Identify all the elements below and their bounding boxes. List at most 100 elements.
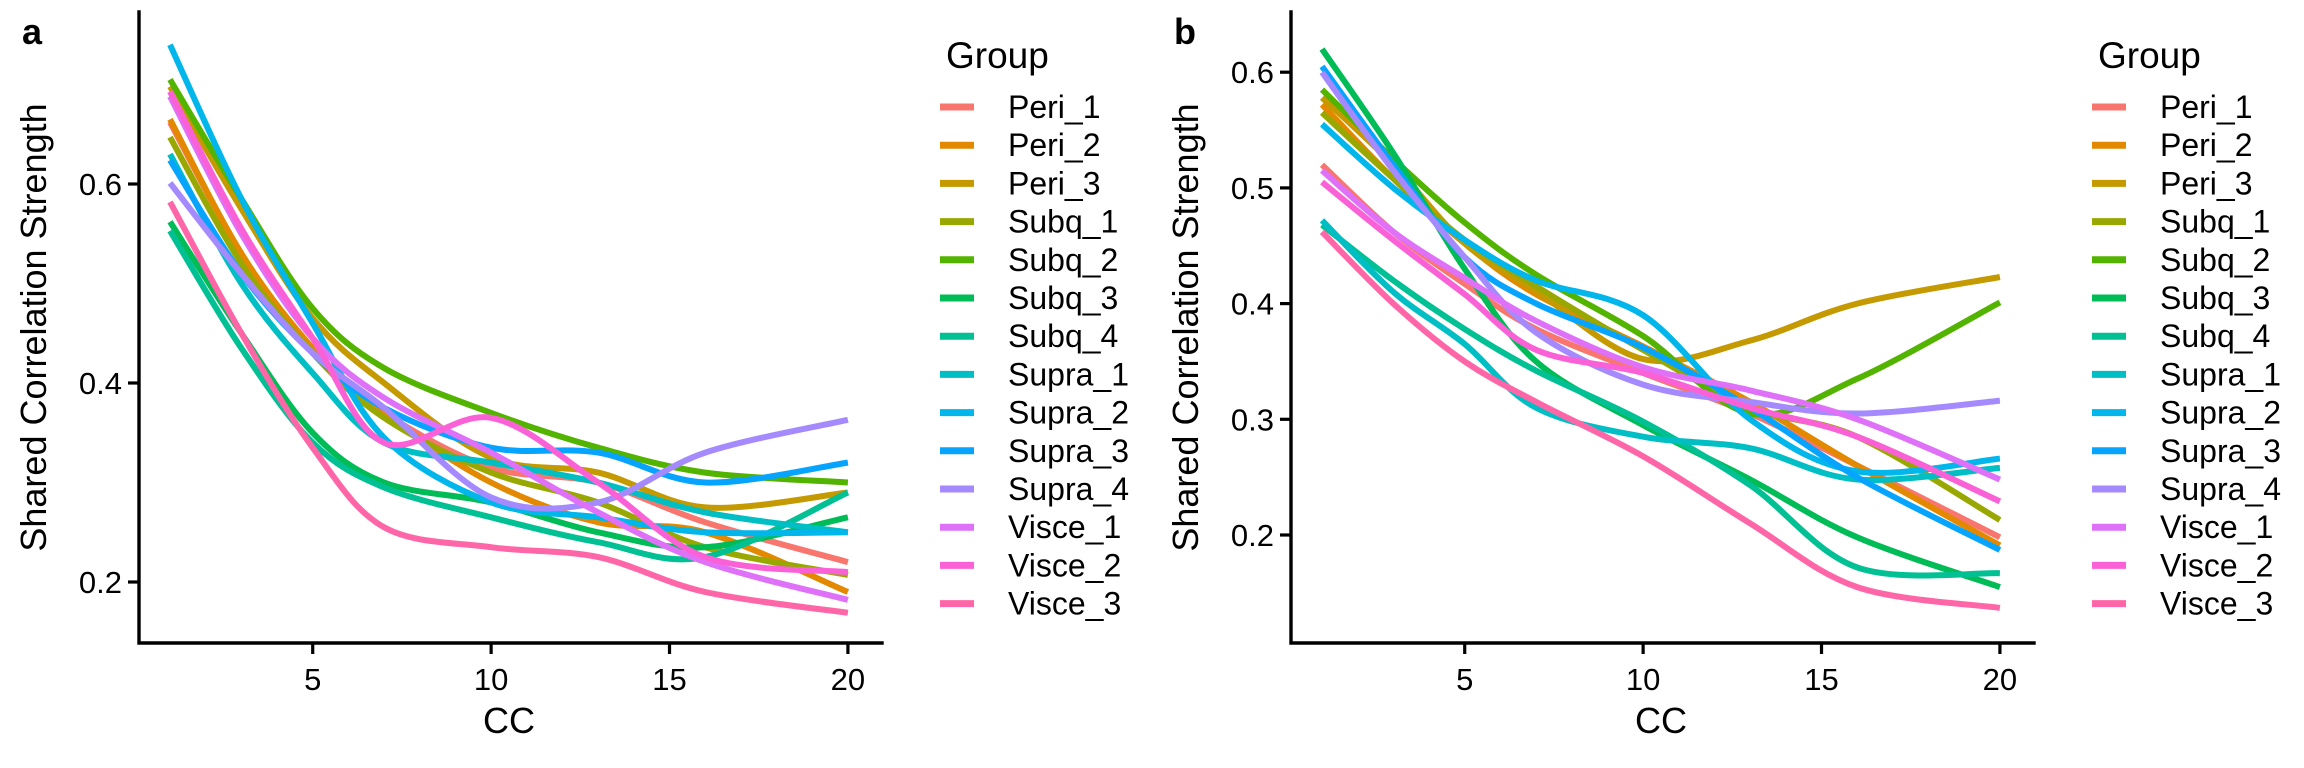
legend-item-Subq_4: Subq_4 (940, 318, 1118, 354)
legend-label-Visce_1: Visce_1 (2160, 509, 2273, 545)
x-tick-label: 5 (1456, 662, 1473, 697)
x-tick-label: 10 (1626, 662, 1660, 697)
legend-label-Peri_1: Peri_1 (1008, 89, 1101, 125)
y-tick-label: 0.4 (79, 366, 122, 401)
legend-label-Peri_1: Peri_1 (2160, 89, 2253, 125)
legend-label-Peri_3: Peri_3 (1008, 165, 1101, 201)
x-axis-title: CC (483, 700, 535, 741)
legend-item-Peri_1: Peri_1 (2092, 89, 2253, 125)
x-axis-title: CC (1635, 700, 1687, 741)
series-line-Peri_1 (167, 120, 849, 565)
series-line-Subq_4 (1320, 222, 2001, 579)
y-tick-label: 0.6 (79, 167, 122, 202)
x-tick-label: 10 (474, 662, 508, 697)
legend-label-Visce_2: Visce_2 (2160, 547, 2273, 583)
x-tick-label: 15 (1804, 662, 1838, 697)
legend-label-Peri_2: Peri_2 (1008, 127, 1101, 163)
legend-item-Visce_1: Visce_1 (2092, 509, 2273, 545)
legend-label-Supra_4: Supra_4 (2160, 471, 2281, 507)
series-line-Visce_3 (167, 200, 849, 616)
legend-item-Supra_3: Supra_3 (940, 433, 1129, 469)
legend-label-Subq_3: Subq_3 (1008, 280, 1118, 316)
legend-item-Visce_1: Visce_1 (940, 509, 1121, 545)
series-line-Supra_3 (1319, 64, 2002, 553)
legend-item-Visce_3: Visce_3 (2092, 586, 2273, 622)
series-line-Peri_3 (1319, 95, 2001, 365)
legend-item-Peri_2: Peri_2 (940, 127, 1101, 163)
y-axis-title: Shared Correlation Strength (1165, 103, 1206, 551)
y-axis-title: Shared Correlation Strength (13, 103, 54, 551)
legend-label-Visce_2: Visce_2 (1008, 547, 1121, 583)
legend-label-Supra_4: Supra_4 (1008, 471, 1129, 507)
panel-b: b 0.2 0.3 0.4 0.5 0.6 5 10 15 20 CC Shared Correlat… (1165, 10, 2281, 741)
legend-a: GroupPeri_1Peri_2Peri_3Subq_1Subq_2Subq_… (940, 35, 1129, 622)
legend-item-Supra_3: Supra_3 (2092, 433, 2281, 469)
legend-item-Subq_3: Subq_3 (2092, 280, 2270, 316)
legend-label-Peri_2: Peri_2 (2160, 127, 2253, 163)
legend-label-Subq_4: Subq_4 (1008, 318, 1118, 354)
legend-item-Subq_1: Subq_1 (940, 204, 1118, 240)
y-tick-label: 0.3 (1231, 402, 1274, 437)
legend-item-Supra_4: Supra_4 (2092, 471, 2281, 507)
legend-title: Group (946, 35, 1049, 76)
legend-label-Subq_2: Subq_2 (2160, 242, 2270, 278)
legend-label-Visce_1: Visce_1 (1008, 509, 1121, 545)
legend-item-Visce_2: Visce_2 (2092, 547, 2273, 583)
panel-letter-a: a (22, 11, 43, 52)
legend-label-Supra_2: Supra_2 (1008, 395, 1129, 431)
y-tick-label: 0.2 (1231, 518, 1274, 553)
legend-item-Supra_4: Supra_4 (940, 471, 1129, 507)
legend-label-Visce_3: Visce_3 (1008, 586, 1121, 622)
series-line-Visce_3 (1319, 229, 2001, 611)
series-line-Visce_2 (167, 90, 849, 576)
legend-title: Group (2098, 35, 2201, 76)
series-line-Supra_2 (167, 43, 848, 537)
y-tick-label: 0.2 (79, 565, 122, 600)
legend-item-Visce_2: Visce_2 (940, 547, 1121, 583)
legend-label-Subq_4: Subq_4 (2160, 318, 2270, 354)
series-lines (167, 43, 850, 616)
legend-item-Peri_3: Peri_3 (940, 165, 1101, 201)
legend-item-Supra_1: Supra_1 (940, 356, 1129, 392)
y-tick-label: 0.4 (1231, 287, 1274, 322)
legend-item-Supra_1: Supra_1 (2092, 356, 2281, 392)
axis-lines (1289, 10, 2036, 645)
legend-item-Peri_2: Peri_2 (2092, 127, 2253, 163)
x-tick-label: 5 (304, 662, 321, 697)
legend-item-Supra_2: Supra_2 (2092, 395, 2281, 431)
legend-b: GroupPeri_1Peri_2Peri_3Subq_1Subq_2Subq_… (2092, 35, 2281, 622)
legend-item-Subq_2: Subq_2 (940, 242, 1118, 278)
series-lines (1319, 47, 2002, 611)
series-line-Supra_2 (1320, 122, 2001, 476)
legend-item-Subq_3: Subq_3 (940, 280, 1118, 316)
series-line-Visce_2 (1320, 179, 2002, 505)
axis-lines (137, 10, 884, 645)
legend-item-Subq_4: Subq_4 (2092, 318, 2270, 354)
y-tick-label: 0.6 (1231, 55, 1274, 90)
legend-label-Supra_2: Supra_2 (2160, 395, 2281, 431)
panel-letter-b: b (1174, 11, 1196, 52)
series-line-Supra_4 (167, 181, 849, 512)
legend-item-Subq_1: Subq_1 (2092, 204, 2270, 240)
legend-label-Supra_3: Supra_3 (1008, 433, 1129, 469)
legend-label-Subq_1: Subq_1 (1008, 204, 1118, 240)
x-tick-label: 20 (1983, 662, 2017, 697)
legend-label-Visce_3: Visce_3 (2160, 586, 2273, 622)
legend-label-Subq_1: Subq_1 (2160, 204, 2270, 240)
legend-item-Subq_2: Subq_2 (2092, 242, 2270, 278)
x-tick-label: 15 (652, 662, 686, 697)
y-tick-label: 0.5 (1231, 171, 1274, 206)
legend-item-Peri_1: Peri_1 (940, 89, 1101, 125)
panel-a: a 0.2 0.4 0.6 5 10 15 20 CC Shared Correlation St… (13, 10, 1129, 741)
series-line-Visce_1 (1320, 168, 2002, 483)
legend-label-Supra_1: Supra_1 (1008, 356, 1129, 392)
legend-item-Peri_3: Peri_3 (2092, 165, 2253, 201)
legend-label-Subq_3: Subq_3 (2160, 280, 2270, 316)
x-tick-label: 20 (831, 662, 865, 697)
legend-label-Subq_2: Subq_2 (1008, 242, 1118, 278)
legend-label-Supra_1: Supra_1 (2160, 356, 2281, 392)
legend-item-Visce_3: Visce_3 (940, 586, 1121, 622)
legend-label-Peri_3: Peri_3 (2160, 165, 2253, 201)
legend-label-Supra_3: Supra_3 (2160, 433, 2281, 469)
